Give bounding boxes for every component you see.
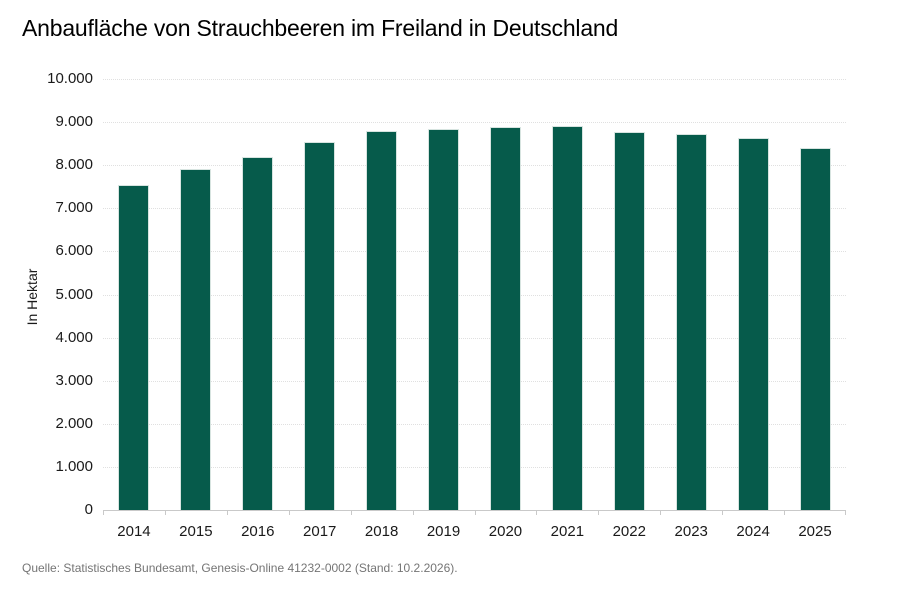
x-tick-label: 2014 [117,523,151,540]
y-tick-label: 2.000 [55,414,93,432]
chart-title: Anbaufläche von Strauchbeeren im Freilan… [22,15,619,41]
x-tick-label: 2017 [303,523,337,540]
bar-2025 [799,147,831,510]
bar-2016 [242,157,274,510]
x-tick-label: 2019 [426,523,461,540]
x-tick-label: 2025 [798,523,832,540]
gridline [103,79,846,80]
x-tick-label: 2023 [674,523,708,540]
gridline [103,466,846,468]
x-axis-tick [660,510,661,515]
x-axis-tick [598,510,599,515]
y-tick-label: 4.000 [55,328,93,346]
plot-area: 2014 2015 2016 2017 2018 2019 2020 2021 2022 2023… [103,79,846,540]
x-axis-tick [165,510,166,515]
gridline [103,165,846,167]
y-tick-label: 8.000 [55,156,93,174]
bar-2017 [304,142,336,510]
bar-2022 [613,131,645,510]
gridline [103,208,846,210]
x-axis-tick [289,510,290,515]
gridline [103,337,846,339]
y-tick-label: 1.000 [55,457,93,475]
x-axis-tick [784,510,785,515]
bar-2023 [675,133,707,510]
x-axis-tick [227,510,228,515]
gridline [103,122,846,124]
x-tick-label: 2022 [612,523,646,540]
bar-2019 [428,129,460,510]
x-tick-label: 2024 [736,523,770,540]
x-tick-label: 2015 [179,523,213,540]
y-tick-label: 9.000 [55,113,93,131]
x-axis-tick [536,510,537,515]
x-tick-label: 2018 [364,523,399,540]
bar-2014 [118,184,150,510]
x-tick-label: 2021 [550,523,585,540]
source-note: Quelle: Statistisches Bundesamt, Genesis… [22,561,458,575]
y-tick-label: 5.000 [55,285,93,303]
y-tick-label: 0 [84,501,93,518]
x-axis-tick [351,510,352,515]
x-axis-tick [845,510,846,515]
x-axis-line [103,510,846,511]
y-tick-label: 6.000 [55,242,93,260]
y-tick-label: 7.000 [55,199,93,217]
bar-2021 [551,125,583,510]
gridline [103,423,846,425]
x-axis-tick [413,510,414,515]
y-tick-label: 3.000 [55,371,93,389]
x-tick-label: 2016 [241,523,275,540]
gridline [103,380,846,382]
x-axis-tick [475,510,476,515]
bar-2018 [366,131,398,510]
gridline [103,251,846,253]
bar-2024 [737,138,769,510]
x-axis-tick [103,510,104,515]
y-axis-tick-labels: 0 1.000 2.000 3.000 4.000 5.000 6.000 7.000 8.00… [30,70,93,518]
x-axis-tick [722,510,723,515]
bar-2015 [180,169,212,510]
x-tick-label: 2020 [488,523,523,540]
bar-2020 [489,126,521,510]
gridline [103,294,846,296]
y-tick-label: 10.000 [47,70,93,87]
